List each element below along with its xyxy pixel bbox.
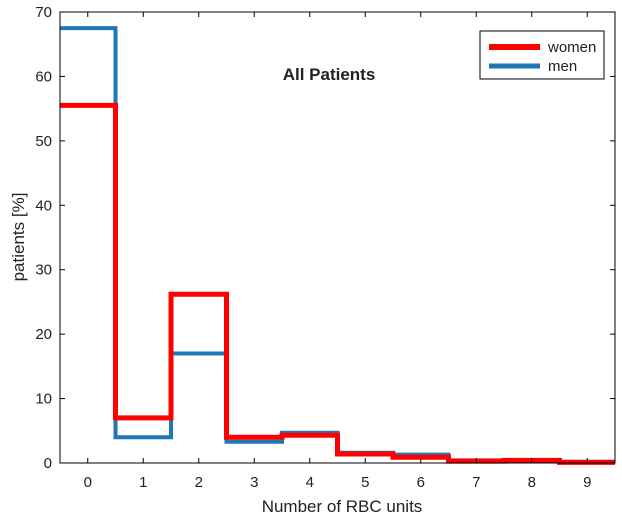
plot-area bbox=[60, 12, 615, 463]
x-tick-label: 6 bbox=[417, 474, 425, 491]
legend-label-men: men bbox=[548, 58, 577, 75]
y-tick-label: 70 bbox=[35, 4, 52, 21]
x-tick-label: 9 bbox=[583, 474, 591, 491]
y-tick-label: 0 bbox=[44, 455, 52, 472]
series-women-line bbox=[60, 102, 615, 465]
axes-frame bbox=[59, 11, 616, 464]
x-axis-label: Number of RBC units bbox=[262, 497, 423, 516]
legend: women men bbox=[479, 30, 605, 80]
series-layer bbox=[60, 26, 615, 465]
x-tick-label: 7 bbox=[472, 474, 480, 491]
x-tick-label: 2 bbox=[195, 474, 203, 491]
x-tick-label: 4 bbox=[306, 474, 314, 491]
x-tick-label: 5 bbox=[361, 474, 369, 491]
tick-layer: 0 1 2 3 4 5 6 7 8 9 0 10 20 30 40 50 60 70 bbox=[35, 4, 615, 491]
y-tick-label: 10 bbox=[35, 391, 52, 408]
x-tick-label: 1 bbox=[139, 474, 147, 491]
x-tick-label: 3 bbox=[250, 474, 258, 491]
y-tick-label: 40 bbox=[35, 197, 52, 214]
x-tick-label: 0 bbox=[84, 474, 92, 491]
y-tick-label: 30 bbox=[35, 262, 52, 279]
y-tick-label: 50 bbox=[35, 133, 52, 150]
legend-box bbox=[479, 30, 605, 80]
y-tick-label: 20 bbox=[35, 326, 52, 343]
y-tick-label: 60 bbox=[35, 68, 52, 85]
y-axis-label: patients [%] bbox=[9, 193, 28, 282]
x-tick-label: 8 bbox=[528, 474, 536, 491]
legend-label-women: women bbox=[547, 39, 596, 56]
chart-title: All Patients bbox=[283, 65, 376, 84]
